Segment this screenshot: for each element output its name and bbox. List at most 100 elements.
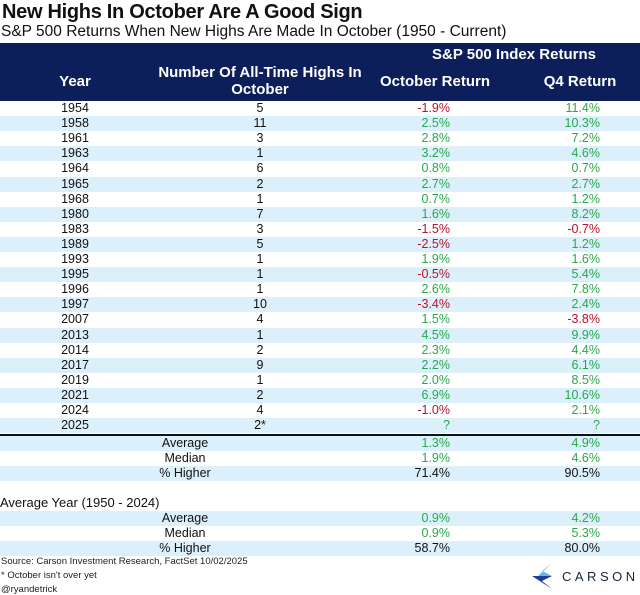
cell-year: 2014 <box>61 342 89 357</box>
cell-october-return: 1.9% <box>421 252 451 266</box>
summary-q4-return: 80.0% <box>564 541 600 556</box>
cell-year: 2013 <box>61 327 89 342</box>
cell-q4-return: 7.8% <box>571 282 601 297</box>
author-handle: @ryandetrick <box>1 584 58 595</box>
cell-count: 11 <box>253 116 267 131</box>
cell-october-return: 2.3% <box>421 342 451 357</box>
header-q4-return: Q4 Return <box>543 73 617 90</box>
cell-year: 1964 <box>61 161 89 176</box>
table-row: 2024 4 -1.0% 2.1% <box>0 403 640 418</box>
summary-october-return: 0.9% <box>421 526 451 541</box>
cell-year: 1980 <box>61 206 89 221</box>
carson-logo-text: CARSON <box>562 569 639 584</box>
cell-october-return: 0.8% <box>421 161 451 176</box>
cell-q4-return: 10.6% <box>564 387 600 402</box>
cell-q4-return: 10.3% <box>564 116 600 131</box>
header-year: Year <box>59 73 91 90</box>
cell-year: 1989 <box>61 236 89 251</box>
cell-count: 10 <box>253 297 267 312</box>
cell-count: 1 <box>256 372 264 387</box>
cell-year: 1954 <box>61 101 89 115</box>
cell-count: 2 <box>256 342 264 357</box>
summary-row: Median 1.9% 4.6% <box>0 451 640 466</box>
cell-year: 1993 <box>61 252 89 266</box>
cell-q4-return: 1.2% <box>571 236 601 251</box>
table-row: 1968 1 0.7% 1.2% <box>0 192 640 207</box>
cell-count: 2 <box>256 176 264 191</box>
summary-row: Average 0.9% 4.2% <box>0 511 640 527</box>
cell-october-return: -1.5% <box>417 221 450 236</box>
cell-q4-return: 0.7% <box>571 161 601 176</box>
cell-year: 1958 <box>61 116 89 131</box>
cell-q4-return: 2.1% <box>571 403 601 417</box>
table-row: 1965 2 2.7% 2.7% <box>0 176 640 192</box>
table-row: 1963 1 3.2% 4.6% <box>0 146 640 162</box>
cell-q4-return: 1.6% <box>571 252 601 266</box>
cell-count: 3 <box>256 131 264 146</box>
cell-year: 2017 <box>61 357 89 372</box>
header-count: Number Of All-Time Highs In October <box>150 64 370 98</box>
cell-october-return: 0.7% <box>421 191 451 206</box>
cell-year: 2024 <box>61 403 89 417</box>
table-row: 1980 7 1.6% 8.2% <box>0 206 640 222</box>
cell-october-return: -3.4% <box>417 297 450 312</box>
cell-october-return: 2.2% <box>421 357 451 372</box>
cell-year: 2019 <box>61 372 89 387</box>
cell-count: 1 <box>256 327 264 342</box>
cell-october-return: 2.8% <box>421 131 451 146</box>
summary-q4-return: 4.9% <box>571 436 601 450</box>
summary-row: Median 0.9% 5.3% <box>0 526 640 541</box>
cell-year: 2021 <box>61 387 89 402</box>
cell-q4-return: 4.6% <box>571 146 601 161</box>
cell-year: 1968 <box>61 191 89 206</box>
cell-q4-return: 6.1% <box>571 357 601 372</box>
table-row: 1964 6 0.8% 0.7% <box>0 161 640 176</box>
cell-october-return: 3.2% <box>421 146 451 161</box>
cell-count: 1 <box>256 146 264 161</box>
cell-count: 2* <box>254 418 266 433</box>
summary-label: Median <box>164 526 206 541</box>
table-row: 2014 2 2.3% 4.4% <box>0 343 640 358</box>
cell-october-return: -2.5% <box>417 236 450 251</box>
source-note: Source: Carson Investment Research, Fact… <box>1 556 248 567</box>
table-row: 2019 1 2.0% 8.5% <box>0 373 640 388</box>
summary-october-return: 1.9% <box>421 451 451 466</box>
header-count-line2: October <box>231 81 289 98</box>
cell-october-return: 2.0% <box>421 372 451 387</box>
cell-count: 6 <box>256 161 264 176</box>
cell-year: 1995 <box>61 267 89 282</box>
header-count-line1: Number Of All-Time Highs In <box>158 64 362 81</box>
cell-october-return: 1.6% <box>421 206 451 221</box>
table-header: S&P 500 Index Returns Year Number Of All… <box>0 43 640 101</box>
table-divider <box>0 434 640 436</box>
table-row: 1961 3 2.8% 7.2% <box>0 131 640 146</box>
summary-october-return: 58.7% <box>414 541 450 556</box>
table-row: 1996 1 2.6% 7.8% <box>0 282 640 297</box>
page-title: New Highs In October Are A Good Sign <box>2 1 363 23</box>
summary-label: % Higher <box>159 541 211 556</box>
table-row: 2025 2*?? <box>0 418 640 434</box>
summary-label: % Higher <box>159 466 211 481</box>
summary-row: Average 1.3% 4.9% <box>0 436 640 452</box>
cell-october-return: ? <box>443 418 450 433</box>
cell-q4-return: 7.2% <box>571 131 601 146</box>
cell-q4-return: -3.8% <box>567 312 600 327</box>
cell-october-return: -0.5% <box>417 267 450 282</box>
table-row: 1983 3 -1.5% -0.7% <box>0 222 640 237</box>
cell-october-return: 1.5% <box>421 312 451 327</box>
summary-october-return: 0.9% <box>421 511 451 525</box>
cell-q4-return: 8.2% <box>571 206 601 221</box>
cell-count: 1 <box>256 191 264 206</box>
header-october-return: October Return <box>379 73 490 90</box>
cell-q4-return: 11.4% <box>565 101 600 115</box>
summary-october-return: 71.4% <box>414 466 450 481</box>
cell-count: 5 <box>256 101 264 115</box>
cell-count: 1 <box>256 267 264 282</box>
cell-october-return: 4.5% <box>421 327 451 342</box>
table-row: 1958 11 2.5% 10.3% <box>0 116 640 132</box>
page-subtitle: S&P 500 Returns When New Highs Are Made … <box>1 23 507 40</box>
summary-label: Average <box>161 511 209 525</box>
cell-count: 4 <box>256 403 264 417</box>
summary-label: Average <box>161 436 209 450</box>
cell-q4-return: ? <box>593 418 600 433</box>
